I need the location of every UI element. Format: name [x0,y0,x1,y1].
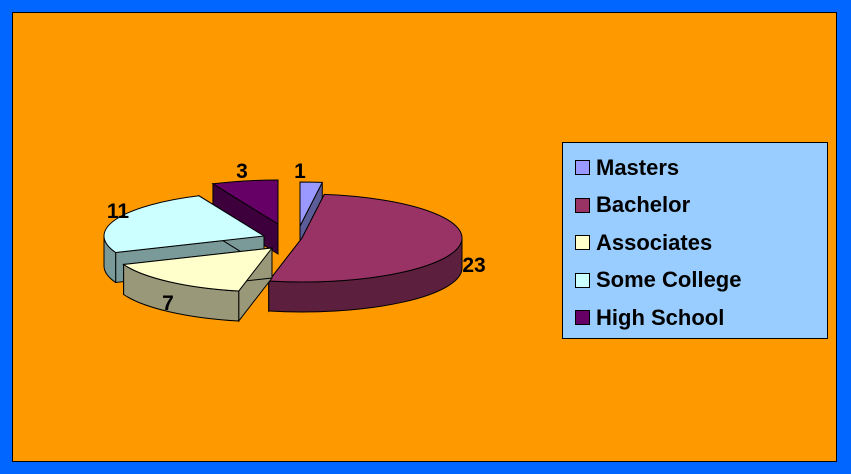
legend-swatch [575,310,590,326]
legend-swatch [575,197,590,213]
pie-slice-associates [122,246,274,323]
chart-legend: Masters Bachelor Associates Some College Hig… [562,142,828,339]
data-label-bachelor: 23 [462,254,485,277]
legend-label: Masters [596,154,680,180]
pie-slices [103,179,463,323]
pie-data-labels: 1 23 7 11 3 [107,160,486,315]
data-label-masters: 1 [294,160,306,183]
legend-item-associates: Associates [575,224,827,262]
pie-slice-bachelor [267,193,463,313]
data-label-high-school: 3 [236,160,248,183]
legend-swatch [575,272,590,288]
legend-item-masters: Masters [575,149,827,187]
legend-item-high-school: High School [575,299,827,337]
legend-label: Associates [596,229,713,255]
data-label-some-college: 11 [107,200,130,223]
legend-item-bachelor: Bachelor [575,187,827,225]
data-label-associates: 7 [162,292,174,315]
legend-swatch [575,160,590,176]
legend-item-some-college: Some College [575,262,827,300]
legend-label: High School [596,304,725,330]
legend-swatch [575,235,590,251]
legend-label: Some College [596,267,742,293]
legend-label: Bachelor [596,192,691,218]
